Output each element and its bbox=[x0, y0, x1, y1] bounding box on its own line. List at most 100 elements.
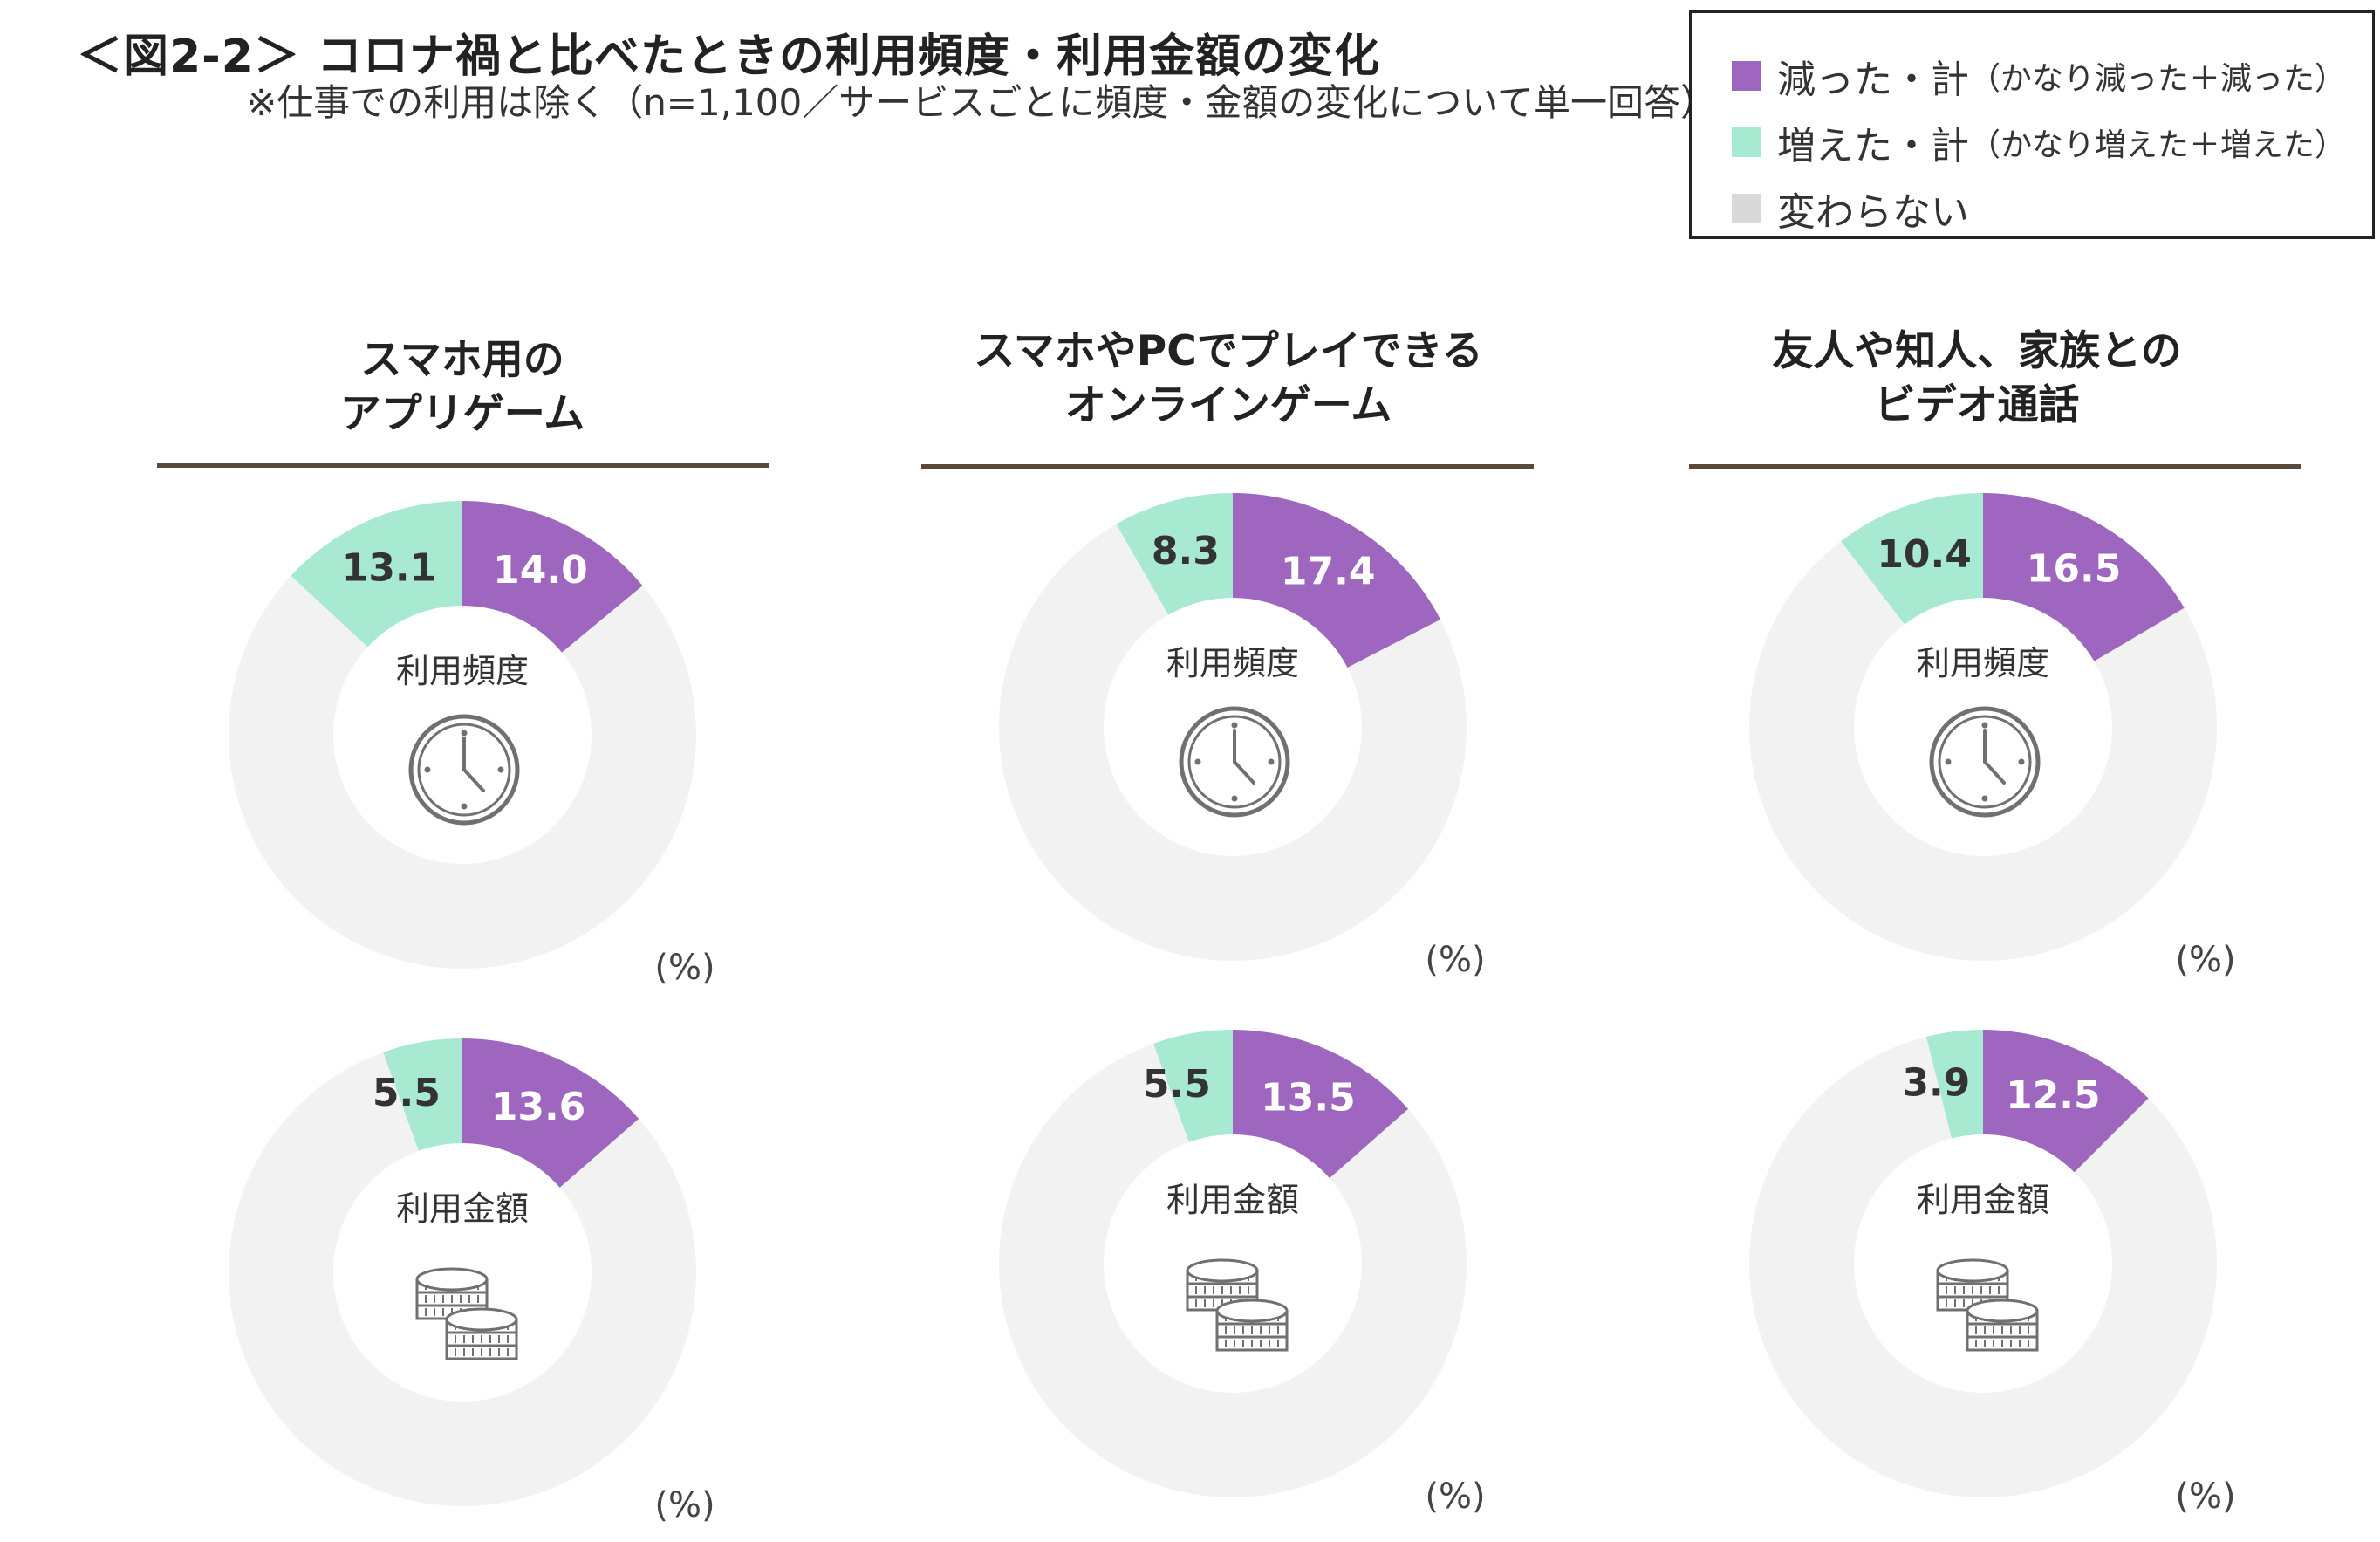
data-label-decreased: 13.6 bbox=[491, 1085, 586, 1129]
data-label-decreased: 13.5 bbox=[1261, 1076, 1356, 1121]
data-label-increased: 13.1 bbox=[342, 546, 437, 591]
metric-label: 利用頻度 bbox=[1917, 644, 2049, 682]
legend-item-unchanged: 変わらない bbox=[1732, 182, 1969, 235]
legend-sublabel-decreased: （かなり減った＋減った） bbox=[1969, 61, 2347, 97]
clock-icon-hand bbox=[1233, 760, 1255, 785]
clock-icon-tick bbox=[2018, 758, 2025, 765]
legend-swatch-unchanged bbox=[1732, 194, 1761, 223]
coin-icon-top bbox=[1966, 1299, 2039, 1323]
coins-icon bbox=[1186, 1258, 1289, 1352]
data-label-decreased: 12.5 bbox=[2006, 1073, 2101, 1118]
column-divider-app-games bbox=[157, 463, 769, 468]
metric-label: 利用金額 bbox=[396, 1189, 529, 1228]
clock-icon-tick bbox=[1268, 758, 1275, 765]
column-divider-online-games bbox=[921, 464, 1534, 469]
legend-label-increased: 増えた・計 bbox=[1777, 124, 1969, 168]
donut-chart: 14.0 13.1 利用頻度 (%) bbox=[229, 501, 715, 988]
donut-chart: 13.5 5.5 利用金額 (%) bbox=[999, 1030, 1486, 1517]
donut-chart: 16.5 10.4 利用頻度 (%) bbox=[1749, 493, 2236, 980]
column-title-line: スマホ用の bbox=[360, 336, 564, 384]
legend-item-increased: 増えた・計 （かなり増えた＋増えた） bbox=[1732, 116, 2346, 168]
unit-label: (%) bbox=[654, 948, 715, 988]
clock-icon-tick bbox=[461, 730, 468, 737]
column-title-line: アプリゲーム bbox=[339, 390, 585, 438]
coins-icon bbox=[1936, 1258, 2039, 1352]
clock-icon-tick bbox=[461, 803, 468, 810]
column-title-online-games: スマホやPCでプレイできる オンラインゲーム bbox=[923, 325, 1534, 433]
slice-increased bbox=[291, 501, 462, 648]
metric-label: 利用金額 bbox=[1917, 1181, 2049, 1219]
clock-icon bbox=[1929, 706, 2041, 818]
slice-decreased bbox=[1983, 493, 2185, 661]
clock-icon-tick bbox=[424, 766, 431, 773]
legend-swatch-decreased bbox=[1732, 61, 1761, 91]
coin-icon-top bbox=[445, 1307, 518, 1332]
column-title-video-calls: 友人や知人、家族との ビデオ通話 bbox=[1672, 325, 2282, 433]
clock-icon-tick bbox=[1981, 795, 1988, 802]
column-divider-video-calls bbox=[1689, 464, 2301, 469]
clock-icon-tick bbox=[1231, 722, 1238, 729]
data-label-increased: 5.5 bbox=[373, 1071, 441, 1115]
data-label-increased: 10.4 bbox=[1877, 532, 1972, 577]
legend-label-unchanged: 変わらない bbox=[1777, 190, 1969, 235]
slice-decreased bbox=[462, 1038, 639, 1188]
legend-sublabel-increased: （かなり増えた＋増えた） bbox=[1969, 127, 2347, 163]
data-label-decreased: 16.5 bbox=[2027, 547, 2122, 592]
coins-icon bbox=[415, 1267, 518, 1360]
donut-chart: 12.5 3.9 利用金額 (%) bbox=[1749, 1030, 2236, 1517]
clock-icon-face bbox=[1187, 715, 1282, 809]
slice-increased bbox=[1153, 1030, 1233, 1142]
data-label-increased: 8.3 bbox=[1152, 529, 1220, 573]
coin-icon-top bbox=[1186, 1258, 1259, 1283]
unit-label: (%) bbox=[1425, 1477, 1485, 1517]
clock-icon-hand bbox=[462, 768, 485, 792]
donut-chart: 17.4 8.3 利用頻度 (%) bbox=[999, 493, 1486, 980]
data-label-decreased: 14.0 bbox=[493, 548, 588, 593]
column-title-line: スマホやPCでプレイできる bbox=[974, 327, 1483, 375]
column-title-app-games: スマホ用の アプリゲーム bbox=[157, 333, 768, 442]
slice-decreased bbox=[1233, 1030, 1409, 1179]
clock-icon-tick bbox=[1194, 758, 1201, 765]
legend-label-decreased: 減った・計 bbox=[1777, 58, 1969, 102]
clock-icon-outer bbox=[1929, 706, 2041, 818]
legend-item-decreased: 減った・計 （かなり減った＋減った） bbox=[1732, 50, 2346, 102]
coin-icon-top bbox=[1215, 1299, 1289, 1323]
metric-label: 利用頻度 bbox=[396, 652, 529, 690]
coin-icon-top bbox=[1936, 1258, 2009, 1283]
clock-icon-tick bbox=[1945, 758, 1952, 765]
coin-icon-top bbox=[415, 1267, 489, 1292]
clock-icon bbox=[1179, 706, 1290, 818]
unit-label: (%) bbox=[2175, 940, 2235, 980]
unit-label: (%) bbox=[2175, 1477, 2235, 1517]
page-subtitle: ※仕事での利用は除く（n=1,100／サービスごとに頻度・金額の変化について単一… bbox=[246, 81, 1717, 124]
clock-icon-outer bbox=[1179, 706, 1290, 818]
clock-icon-face bbox=[417, 723, 511, 817]
data-label-decreased: 17.4 bbox=[1281, 550, 1376, 594]
legend-swatch-increased bbox=[1732, 127, 1761, 157]
page-title: ＜図2-2＞ コロナ禍と比べたときの利用頻度・利用金額の変化 bbox=[77, 31, 1381, 83]
clock-icon-face bbox=[1938, 715, 2032, 809]
unit-label: (%) bbox=[1425, 940, 1485, 980]
clock-icon-tick bbox=[1981, 722, 1988, 729]
clock-icon-outer bbox=[408, 714, 520, 826]
slice-increased bbox=[383, 1038, 462, 1151]
column-title-line: 友人や知人、家族との bbox=[1772, 327, 2182, 375]
donut-chart: 13.6 5.5 利用金額 (%) bbox=[229, 1038, 715, 1525]
unit-label: (%) bbox=[654, 1485, 715, 1525]
clock-icon-hand bbox=[1983, 760, 2006, 785]
metric-label: 利用頻度 bbox=[1166, 644, 1299, 682]
slice-increased bbox=[1925, 1030, 1983, 1139]
slice-increased bbox=[1116, 493, 1233, 615]
slice-decreased bbox=[1983, 1030, 2149, 1173]
column-title-line: オンラインゲーム bbox=[1064, 381, 1392, 429]
legend: 減った・計 （かなり減った＋減った） 増えた・計 （かなり増えた＋増えた） 変わ… bbox=[1689, 10, 2375, 239]
metric-label: 利用金額 bbox=[1166, 1181, 1299, 1219]
column-title-line: ビデオ通話 bbox=[1874, 381, 2080, 429]
data-label-increased: 5.5 bbox=[1143, 1062, 1211, 1107]
clock-icon-tick bbox=[1231, 795, 1238, 802]
slice-decreased bbox=[1233, 493, 1441, 668]
clock-icon bbox=[408, 714, 520, 826]
slice-increased bbox=[1841, 493, 1983, 625]
slice-decreased bbox=[462, 501, 643, 653]
